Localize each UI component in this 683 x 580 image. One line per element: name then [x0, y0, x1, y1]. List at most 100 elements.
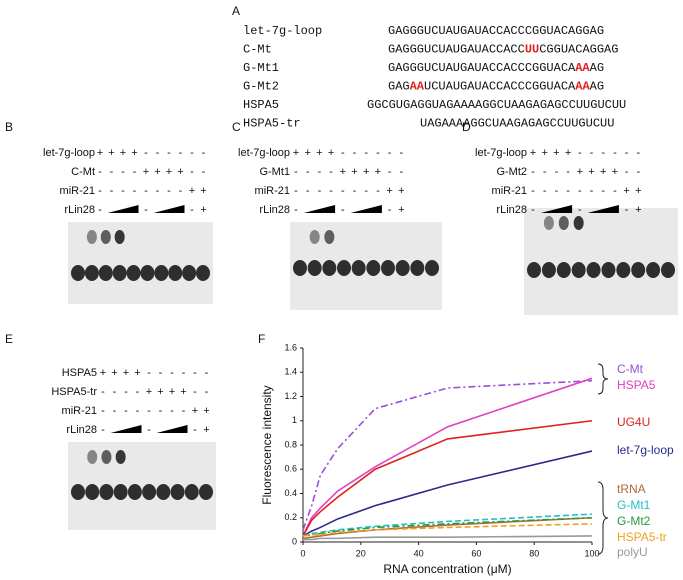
sign: - [159, 405, 163, 417]
sign: - [388, 204, 392, 216]
sign: + [316, 147, 322, 159]
shift-band [101, 450, 112, 464]
sign: - [566, 185, 570, 197]
wedge [110, 425, 142, 433]
row-name: rLin28 [66, 424, 97, 436]
sign: - [306, 185, 310, 197]
gel-band [293, 260, 307, 276]
sign: - [113, 405, 117, 417]
panel-label: F [258, 332, 265, 346]
sign: - [190, 147, 194, 159]
sign: + [154, 166, 160, 178]
gel-band [112, 265, 127, 281]
sequence-part: GGCGUGAGGUAGAAAAGGCUAAGAGAGCCUUGUCUU [367, 98, 626, 112]
sign: - [399, 147, 403, 159]
y-tick-label: 0 [292, 536, 297, 546]
sign: - [98, 166, 102, 178]
x-tick-label: 20 [356, 548, 366, 558]
panel-label: D [462, 120, 471, 134]
sign: - [98, 204, 102, 216]
sign: - [124, 386, 128, 398]
sequence-part: UU [525, 43, 539, 57]
gel-band [182, 265, 197, 281]
sign: + [328, 147, 334, 159]
sign: - [578, 185, 582, 197]
sign: - [167, 185, 171, 197]
sign: - [625, 147, 629, 159]
sign: - [156, 185, 160, 197]
shift-band [114, 230, 125, 244]
sign: + [111, 367, 117, 379]
sign: - [179, 185, 183, 197]
sign: + [177, 166, 183, 178]
sequence-part: AG [590, 80, 604, 94]
row-name: HSPA5 [62, 367, 97, 379]
y-tick-label: 0.6 [284, 464, 297, 474]
gel-band [113, 484, 128, 500]
sign: - [531, 166, 535, 178]
sign: - [590, 147, 594, 159]
gel-band [140, 265, 155, 281]
sign: - [136, 405, 140, 417]
sign: - [144, 185, 148, 197]
gel-band [541, 262, 556, 278]
sequence: GGCGUGAGGUAGAAAAGGCUAAGAGAGCCUUGUCUU [367, 98, 626, 112]
sign: - [353, 147, 357, 159]
gel-band [351, 260, 366, 276]
sign: + [553, 147, 559, 159]
sign: - [182, 405, 186, 417]
series-line [302, 377, 593, 537]
gel-band [156, 484, 171, 500]
y-axis-label: Fluorescence intensity [260, 385, 274, 504]
sequence-part: GAGGGUCUAUGAUACCACCCGGUACA [388, 61, 576, 75]
sign: - [543, 185, 547, 197]
gel-band [71, 484, 85, 500]
sign: - [636, 166, 640, 178]
sign: - [101, 405, 105, 417]
sign: + [565, 147, 571, 159]
row-name: miR-21 [62, 405, 97, 417]
sign: + [612, 166, 618, 178]
sign: - [190, 204, 194, 216]
sign: - [205, 386, 209, 398]
gel-band [601, 262, 616, 278]
row-name: G-Mt1 [259, 166, 290, 178]
row-name: rLin28 [496, 204, 527, 216]
legend-label: HSPA5-tr [617, 530, 667, 544]
sign: - [353, 185, 357, 197]
wedge [156, 425, 188, 433]
sign: + [200, 185, 206, 197]
row-name: miR-21 [492, 185, 527, 197]
sign: - [318, 185, 322, 197]
sign: + [200, 204, 206, 216]
sign: + [635, 204, 641, 216]
sign: - [193, 386, 197, 398]
gel-band [307, 260, 322, 276]
y-tick-label: 1.6 [284, 342, 297, 352]
sign: - [531, 185, 535, 197]
x-tick-label: 80 [529, 548, 539, 558]
wedge [587, 205, 619, 213]
sign: - [124, 405, 128, 417]
series-line [302, 450, 593, 537]
sign: - [110, 166, 114, 178]
sign: - [113, 386, 117, 398]
row-name: miR-21 [255, 185, 290, 197]
sequence: UAGAAAAGGCUAAGAGAGCCUUGUCUU [420, 117, 614, 131]
sign: - [205, 367, 209, 379]
y-tick-label: 1.2 [284, 391, 297, 401]
gel-band [337, 260, 351, 276]
shift-band [309, 230, 320, 244]
sign: + [134, 367, 140, 379]
sign: - [590, 185, 594, 197]
gel-band [85, 484, 100, 500]
sign: + [131, 147, 137, 159]
gel-band [168, 265, 183, 281]
legend-label: HSPA5 [617, 378, 656, 392]
gel-band [571, 262, 586, 278]
sequence-name: G-Mt2 [243, 80, 279, 94]
panel-label: A [232, 4, 240, 18]
sign: - [376, 185, 380, 197]
sign: + [577, 166, 583, 178]
sequence-name: HSPA5-tr [243, 117, 301, 131]
